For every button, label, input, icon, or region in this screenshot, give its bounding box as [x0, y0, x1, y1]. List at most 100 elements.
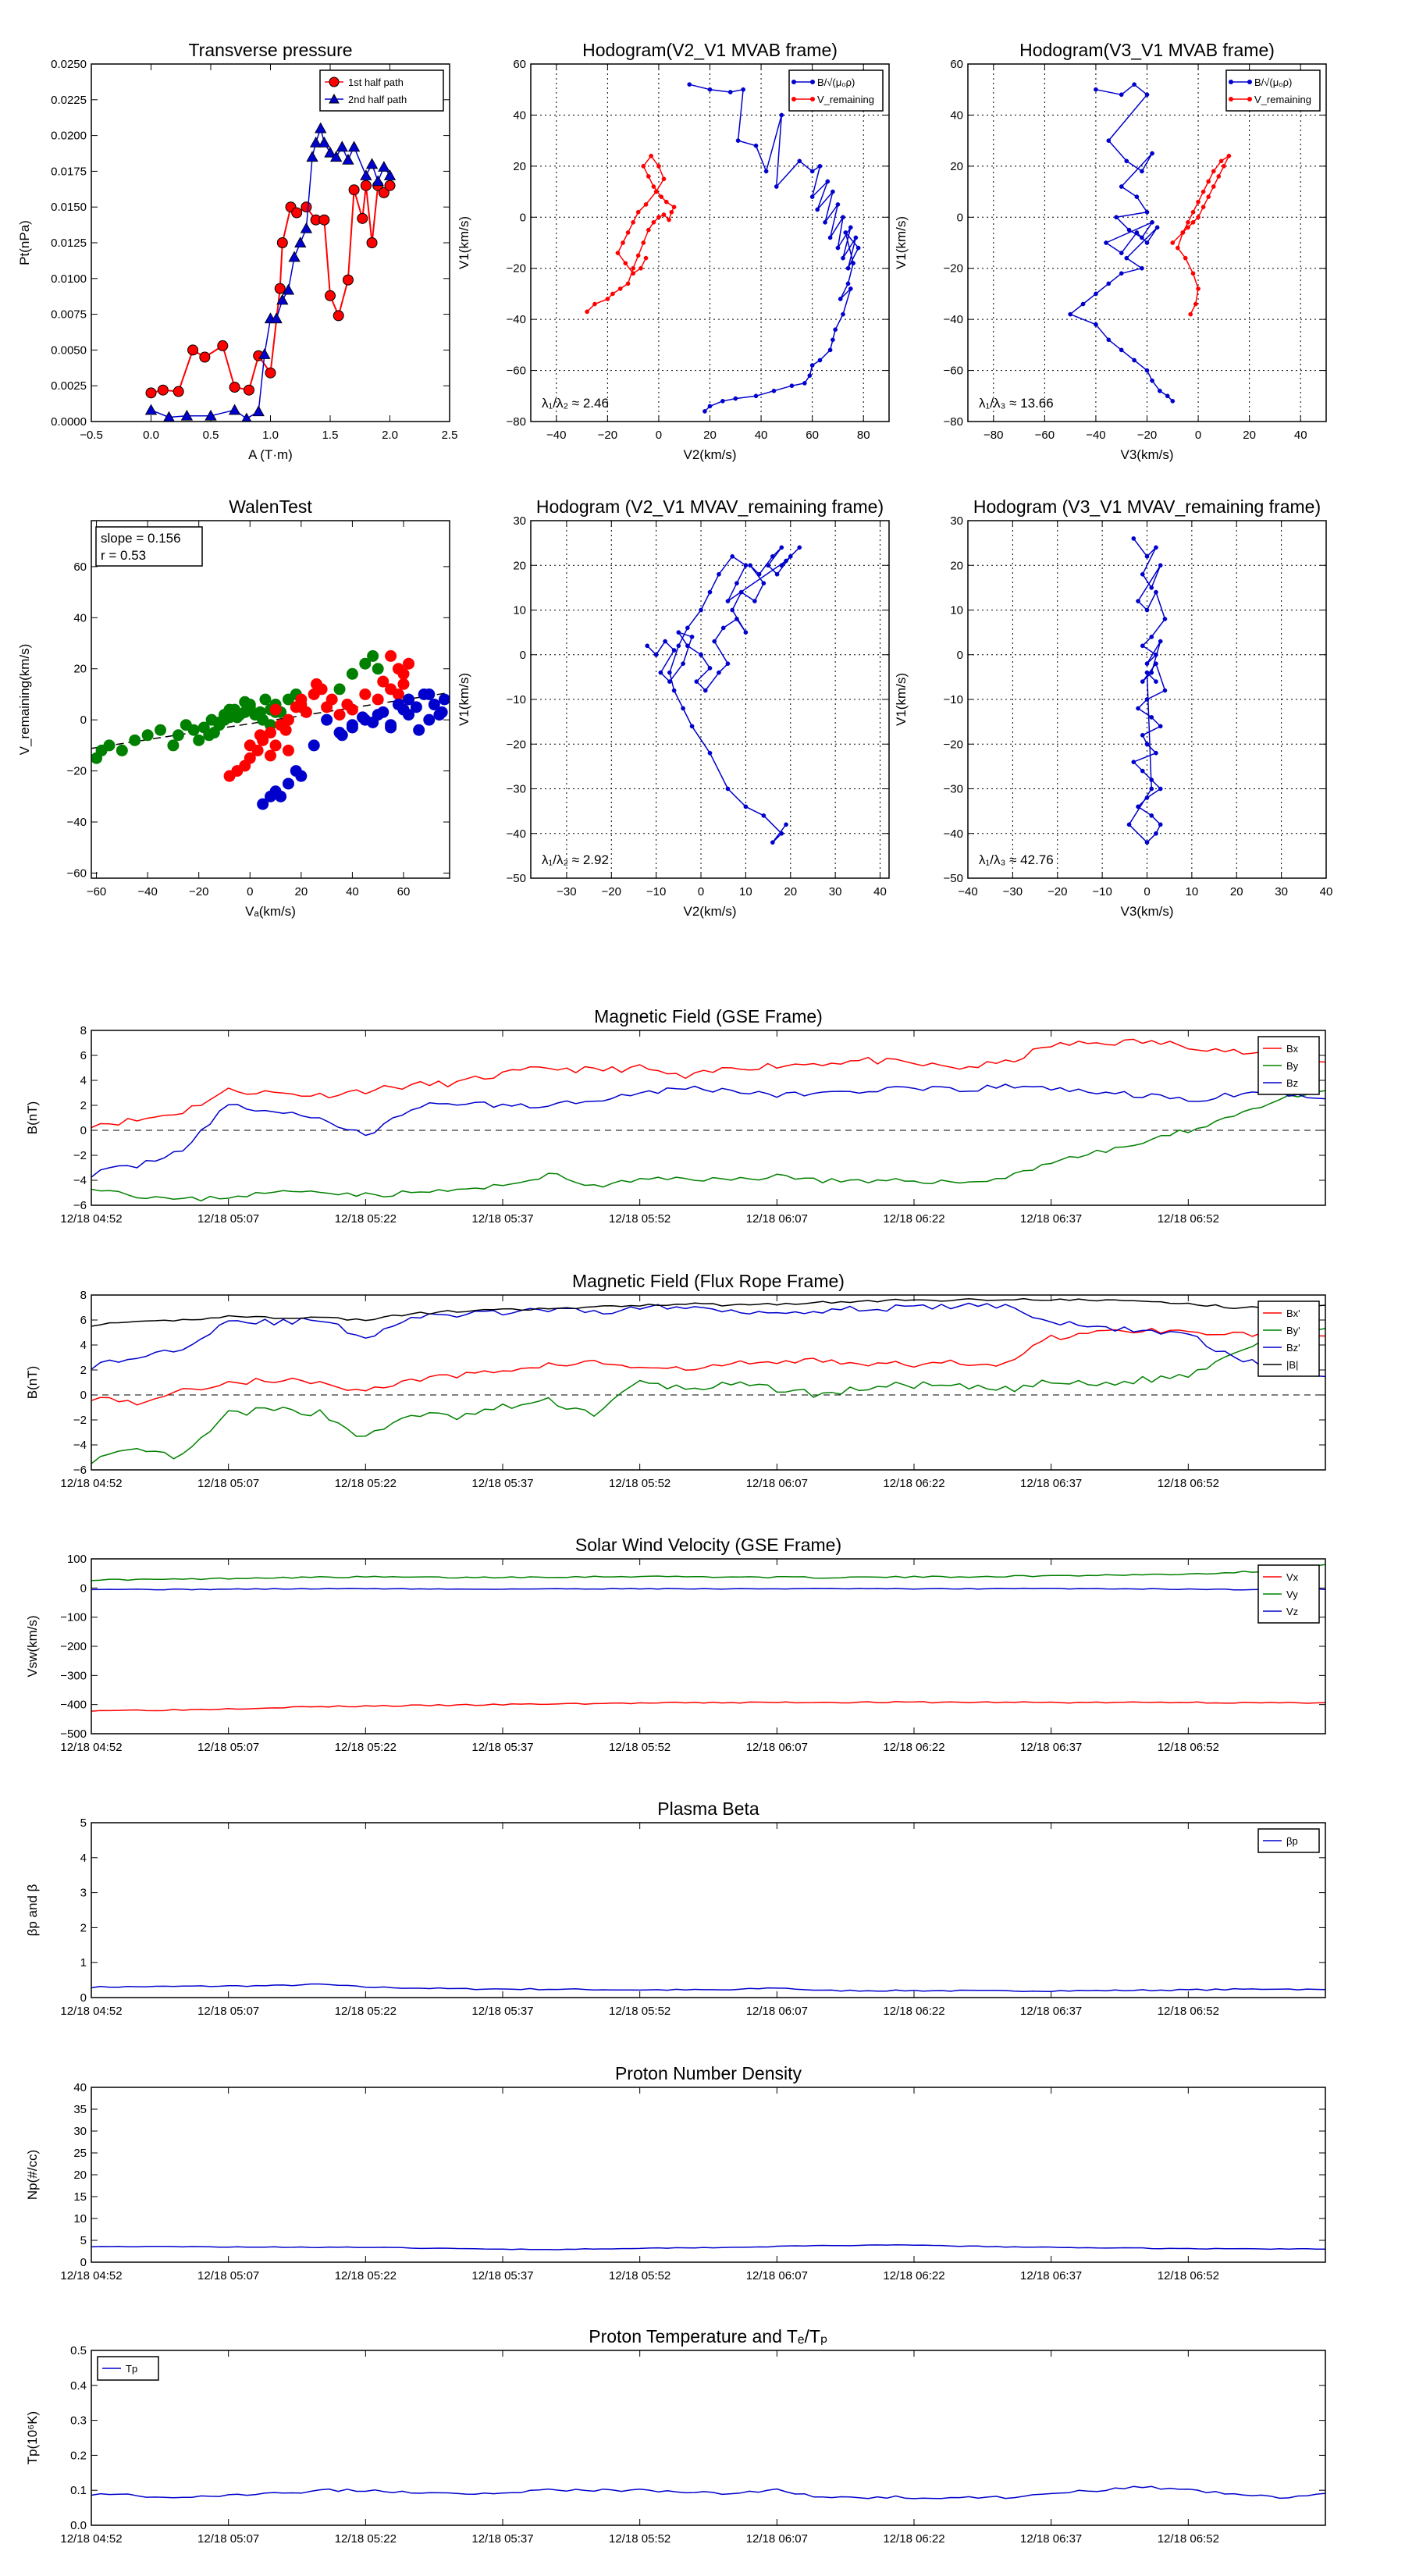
data-point — [1150, 151, 1154, 156]
data-point — [1150, 378, 1154, 383]
y-tick-label: 0 — [957, 211, 963, 224]
x-tick-label: 0 — [698, 885, 704, 898]
data-point — [1190, 219, 1196, 225]
y-tick-label: 10 — [950, 604, 963, 617]
data-point — [187, 344, 199, 356]
y-tick-label: −30 — [507, 783, 526, 796]
scatter-point — [279, 724, 292, 736]
data-point — [809, 363, 815, 368]
data-point — [1132, 358, 1136, 363]
y-tick-label: −30 — [944, 783, 963, 796]
x-tick-label: 12/18 06:37 — [1020, 1477, 1082, 1490]
scatter-point — [295, 699, 308, 711]
y-tick-label: 0.0 — [70, 2519, 87, 2532]
data-point — [360, 180, 372, 191]
data-point — [1132, 82, 1136, 87]
scatter-point — [311, 678, 323, 690]
data-point — [1144, 697, 1150, 702]
data-point — [1216, 174, 1222, 179]
series-line — [91, 1325, 1325, 1464]
data-point — [823, 219, 827, 225]
data-point — [333, 310, 344, 322]
x-tick-label: −20 — [1137, 429, 1157, 442]
data-point — [671, 205, 677, 210]
x-tick-label: 12/18 06:22 — [883, 1212, 944, 1226]
data-point — [725, 661, 731, 667]
data-point — [1218, 158, 1224, 164]
data-point — [685, 625, 690, 631]
data-point — [1154, 545, 1158, 550]
legend-marker — [1229, 97, 1233, 101]
legend-label: 1st half path — [348, 76, 404, 88]
scatter-point — [346, 721, 358, 734]
chart-mag_fr: 12/18 04:52 12/18 05:07 12/18 05:22 12/18 0… — [25, 1271, 1326, 1490]
plot-area — [1126, 536, 1168, 845]
axes-frame — [91, 520, 450, 879]
y-tick-label: 2 — [80, 1364, 87, 1377]
legend-label: By — [1286, 1060, 1299, 1072]
y-tick-label: 20 — [950, 160, 963, 173]
data-point — [294, 237, 307, 248]
x-tick-label: 12/18 06:07 — [746, 2269, 808, 2282]
data-point — [1149, 715, 1154, 720]
legend-marker — [1247, 80, 1252, 84]
y-tick-label: 0.0025 — [51, 379, 87, 393]
series-line — [91, 1297, 1325, 1327]
scatter-point — [269, 739, 282, 752]
data-point — [733, 396, 738, 401]
data-point — [725, 786, 731, 792]
data-point — [807, 373, 813, 378]
y-tick-label: −300 — [60, 1669, 87, 1682]
legend-marker — [791, 97, 796, 101]
data-point — [1149, 777, 1154, 782]
legend-marker — [329, 93, 340, 104]
data-point — [687, 82, 692, 87]
data-point — [835, 245, 841, 251]
data-point — [851, 261, 855, 266]
data-point — [743, 563, 749, 568]
data-point — [329, 151, 343, 162]
y-tick-label: −60 — [67, 866, 87, 880]
x-tick-label: −10 — [646, 885, 666, 898]
data-point — [656, 215, 661, 220]
scatter-point — [359, 657, 372, 670]
eigen-ratio-annotation: λ₁/λ₂ ≈ 2.46 — [542, 396, 609, 411]
data-point — [1186, 225, 1190, 230]
x-tick-label: 12/18 04:52 — [60, 1477, 122, 1490]
legend-label: Vx — [1286, 1571, 1299, 1583]
data-point — [797, 545, 802, 550]
data-point — [855, 245, 861, 251]
y-tick-label: −4 — [73, 1174, 87, 1187]
legend-box — [788, 69, 884, 112]
y-tick-label: 2 — [80, 1099, 87, 1112]
y-tick-label: 0 — [80, 1582, 87, 1595]
scatter-point — [218, 713, 230, 726]
data-point — [717, 571, 721, 577]
data-point — [845, 281, 851, 286]
scatter-point — [433, 709, 446, 721]
data-point — [1154, 679, 1158, 684]
legend-box — [319, 69, 444, 112]
y-tick-label: 20 — [73, 663, 87, 676]
data-point — [843, 230, 848, 235]
scatter-point — [413, 724, 425, 736]
data-point — [761, 813, 767, 818]
y-tick-label: 15 — [73, 2190, 87, 2204]
y-tick-label: 10 — [73, 2212, 87, 2226]
x-tick-label: −40 — [1086, 429, 1105, 442]
y-tick-label: −20 — [507, 738, 526, 751]
data-point — [1131, 760, 1136, 765]
x-tick-label: 12/18 05:07 — [197, 1212, 259, 1226]
y-axis-label: Vsw(km/s) — [25, 1615, 40, 1677]
data-point — [681, 706, 685, 711]
data-point — [180, 409, 194, 421]
data-point — [1131, 536, 1136, 541]
data-point — [1119, 347, 1124, 353]
scatter-point — [346, 667, 358, 680]
data-point — [825, 179, 831, 184]
data-point — [720, 398, 725, 404]
x-tick-label: 12/18 05:37 — [471, 1212, 533, 1226]
series-line — [1128, 538, 1166, 843]
scatter-point — [336, 729, 348, 742]
scatter-point — [385, 719, 397, 731]
